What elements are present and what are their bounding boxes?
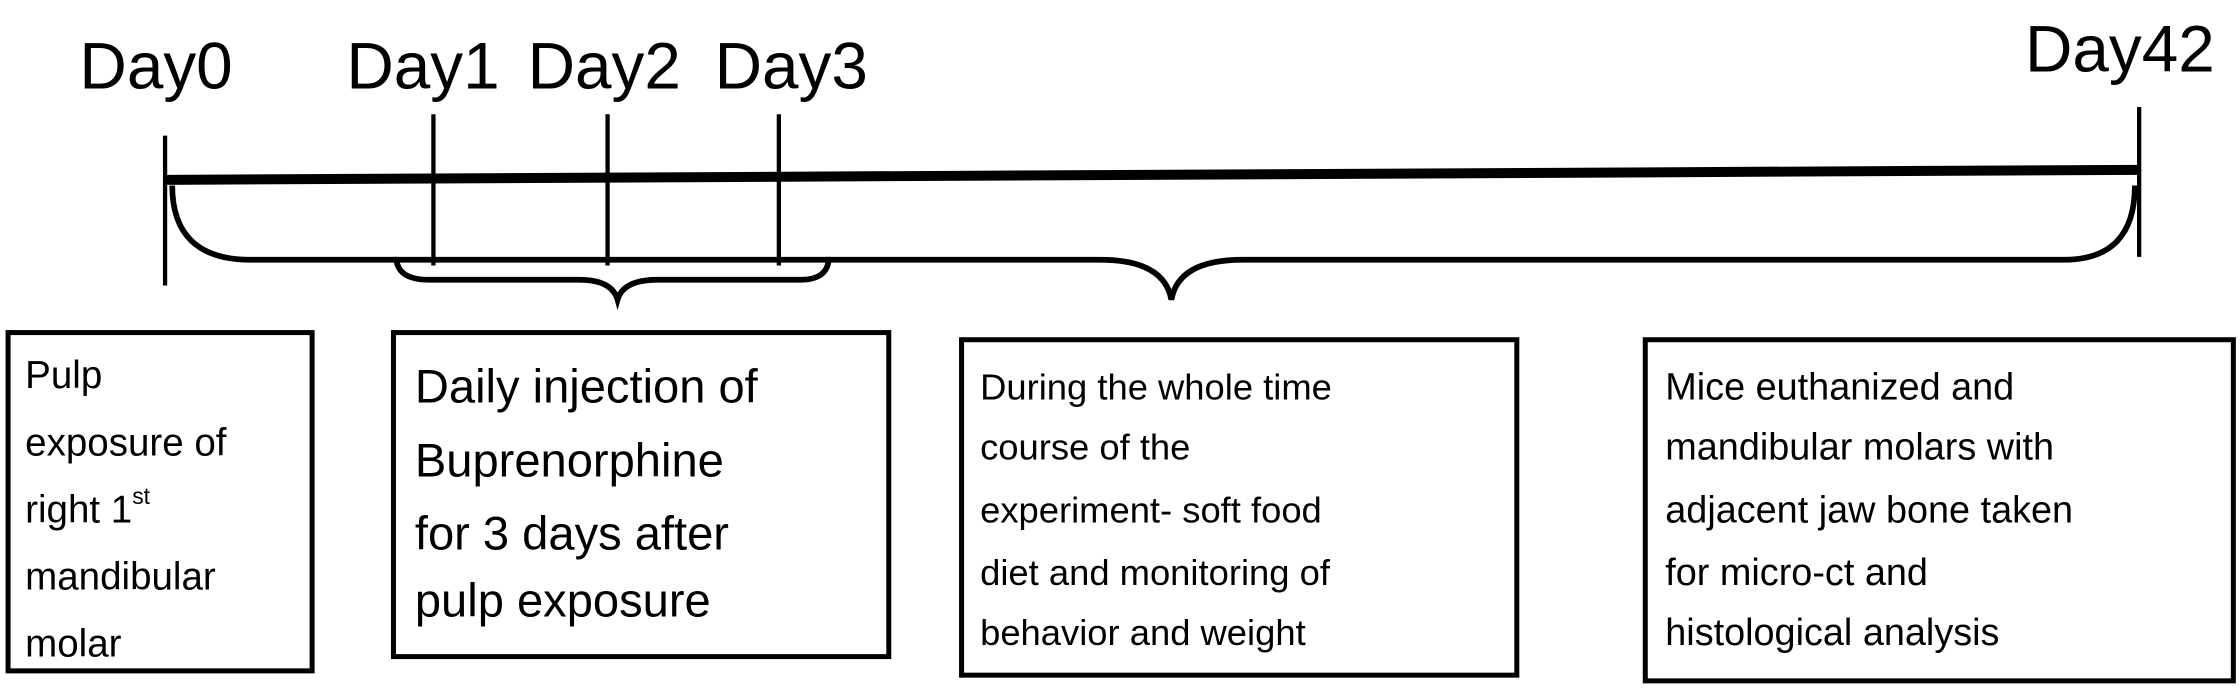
box-pulp-exposure: Pulp exposure of right 1st mandibular mo… bbox=[5, 330, 315, 674]
svg-text:adjacent jaw bone taken: adjacent jaw bone taken bbox=[1665, 489, 2073, 531]
day-labels: Day0 Day1 Day2 Day3 Day42 bbox=[79, 12, 2214, 102]
svg-text:for 3 days after: for 3 days after bbox=[415, 507, 729, 560]
label-day0: Day0 bbox=[79, 29, 232, 102]
svg-text:for micro-ct and: for micro-ct and bbox=[1665, 552, 1928, 594]
svg-text:exposure of: exposure of bbox=[25, 421, 227, 464]
svg-text:right 1st: right 1st bbox=[25, 483, 150, 532]
box-euthanized: Mice euthanized and mandibular molars wi… bbox=[1642, 337, 2236, 684]
svg-text:Daily injection of: Daily injection of bbox=[415, 360, 759, 413]
svg-text:molar: molar bbox=[25, 623, 121, 666]
label-day2: Day2 bbox=[528, 29, 681, 102]
svg-text:Buprenorphine: Buprenorphine bbox=[415, 434, 724, 487]
timeline-axis bbox=[165, 164, 2140, 185]
svg-text:diet and monitoring of: diet and monitoring of bbox=[980, 552, 1331, 593]
svg-text:mandibular: mandibular bbox=[25, 556, 216, 599]
label-day1: Day1 bbox=[346, 29, 499, 102]
box-soft-food: During the whole time course of the expe… bbox=[959, 337, 1520, 678]
svg-text:Mice euthanized and: Mice euthanized and bbox=[1665, 367, 2014, 409]
label-day3: Day3 bbox=[715, 29, 868, 102]
svg-text:During the whole time: During the whole time bbox=[980, 367, 1332, 408]
svg-text:mandibular molars with: mandibular molars with bbox=[1665, 427, 2054, 469]
svg-text:behavior and weight: behavior and weight bbox=[980, 612, 1306, 653]
label-day42: Day42 bbox=[2025, 12, 2215, 85]
svg-text:course of the: course of the bbox=[980, 427, 1190, 468]
svg-text:histological analysis: histological analysis bbox=[1665, 612, 1999, 654]
svg-text:pulp exposure: pulp exposure bbox=[415, 574, 711, 627]
whole-course-brace bbox=[169, 185, 2138, 301]
injection-brace bbox=[393, 256, 832, 311]
svg-text:Pulp: Pulp bbox=[25, 354, 102, 397]
box-buprenorphine: Daily injection of Buprenorphine for 3 d… bbox=[390, 330, 892, 660]
svg-text:experiment- soft food: experiment- soft food bbox=[980, 489, 1322, 530]
